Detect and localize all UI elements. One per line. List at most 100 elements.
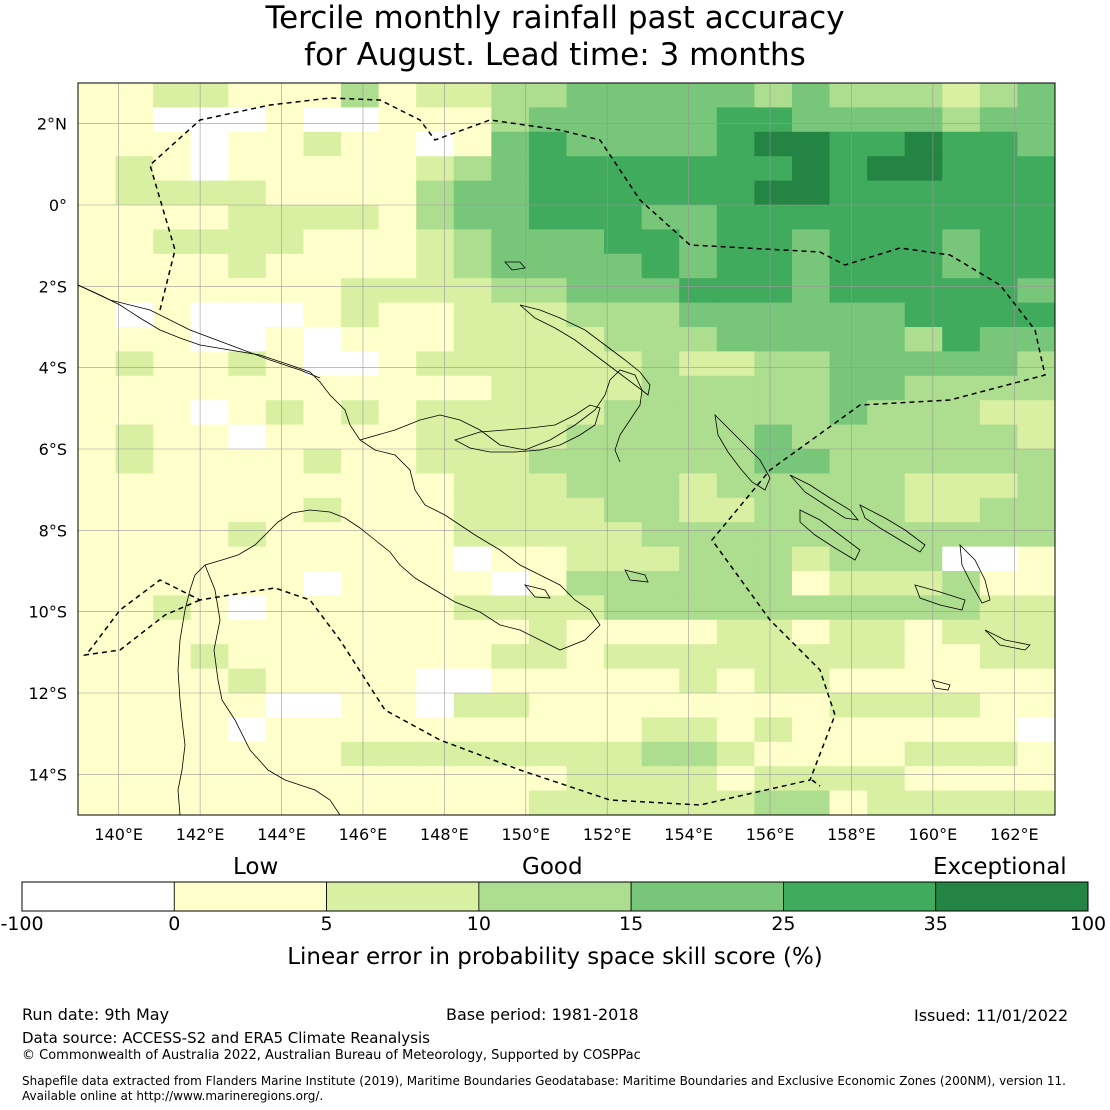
grid-cell — [153, 619, 192, 645]
grid-cell — [303, 107, 342, 133]
grid-cell — [716, 400, 755, 426]
grid-cell — [979, 522, 1019, 548]
grid-cell — [566, 180, 605, 206]
grid-cell — [378, 424, 417, 450]
grid-cell — [153, 546, 192, 572]
grid-cell — [716, 571, 755, 596]
data-source: Data source: ACCESS-S2 and ERA5 Climate … — [22, 1029, 430, 1047]
grid-cell — [791, 449, 831, 474]
grid-cell — [265, 107, 305, 133]
latitude-tick-label: 8°S — [39, 521, 67, 540]
grid-cell — [979, 424, 1019, 450]
grid-cell — [604, 180, 643, 206]
grid-cell — [641, 83, 680, 108]
new-guinea-south-coast — [78, 284, 601, 815]
grid-cell — [1017, 766, 1055, 792]
grid-cell — [303, 766, 342, 792]
grid-cell — [641, 131, 680, 157]
grid-cell — [528, 351, 568, 377]
colorbar-segment — [935, 881, 1089, 912]
grid-cell — [378, 571, 417, 596]
grid-cell — [115, 497, 154, 523]
grid-cell — [153, 766, 192, 792]
grid-cell — [378, 400, 417, 426]
colorbar-tick-label: 35 — [923, 913, 948, 935]
grid-cell — [867, 449, 906, 474]
grid-cell — [754, 424, 793, 450]
grid-cell — [867, 546, 906, 572]
latitude-tick-label: 0° — [49, 196, 67, 215]
grid-cell — [416, 107, 455, 133]
colorbar-segment — [173, 881, 327, 912]
grid-cell — [378, 668, 417, 694]
shapefile-credit-line-1: Shapefile data extracted from Flanders M… — [22, 1074, 1066, 1088]
grid-cell — [566, 131, 605, 157]
grid-cell — [829, 644, 868, 670]
grid-cell — [716, 131, 755, 157]
grid-cell — [78, 546, 117, 572]
grid-cell — [78, 205, 117, 230]
colorbar-tick-label: 25 — [771, 913, 796, 935]
grid-cell — [942, 741, 981, 767]
bougainville-coast — [714, 413, 771, 491]
grid-cell — [416, 619, 455, 645]
grid-cell — [153, 449, 192, 474]
grid-cell — [716, 375, 755, 401]
grid-cell — [78, 595, 117, 621]
grid-cell — [754, 741, 793, 767]
grid-cell — [604, 302, 643, 328]
grid-cell — [791, 595, 831, 621]
grid-cell — [416, 400, 455, 426]
grid-cell — [528, 546, 568, 572]
grid-cell — [115, 522, 154, 548]
manus-coast — [504, 261, 526, 271]
grid-cell — [115, 449, 154, 474]
grid-cell — [679, 571, 718, 596]
grid-cell — [115, 253, 154, 279]
grid-cell — [1017, 790, 1055, 815]
grid-cell — [791, 278, 831, 304]
grid-cell — [641, 741, 680, 767]
grid-cell — [341, 717, 380, 743]
grid-cell — [716, 644, 755, 670]
grid-cell — [1017, 668, 1055, 694]
colorbar-tick-label: 5 — [320, 913, 333, 935]
grid-cell — [829, 766, 868, 792]
grid-cell — [904, 424, 943, 450]
grid-cell — [528, 571, 568, 596]
grid-cell — [754, 497, 793, 523]
grid-cell — [979, 619, 1019, 645]
grid-cell — [904, 229, 943, 255]
grid-cell — [453, 156, 492, 182]
grid-cell — [791, 522, 831, 548]
grid-cell — [153, 790, 192, 815]
grid-cell — [491, 449, 530, 474]
grid-cell — [491, 327, 530, 352]
grid-cell — [228, 205, 267, 230]
grid-cell — [679, 668, 718, 694]
grid-cell — [378, 375, 417, 401]
grid-cell — [303, 400, 342, 426]
grid-cell — [1017, 253, 1055, 279]
grid-cell — [528, 156, 568, 182]
grid-cell — [791, 253, 831, 279]
grid-cell — [453, 668, 492, 694]
grid-cell — [904, 497, 943, 523]
grid-cell — [791, 424, 831, 450]
grid-cell — [566, 595, 605, 621]
grid-cell — [228, 766, 267, 792]
grid-cell — [153, 83, 192, 108]
grid-cell — [829, 571, 868, 596]
grid-cell — [491, 717, 530, 743]
grid-cell — [190, 351, 229, 377]
grid-cell — [904, 449, 943, 474]
grid-cell — [829, 278, 868, 304]
grid-cell — [78, 400, 117, 426]
grid-cell — [341, 522, 380, 548]
grid-cell — [78, 351, 117, 377]
grid-cell — [528, 522, 568, 548]
grid-cell — [679, 107, 718, 133]
grid-cell — [679, 644, 718, 670]
grid-cell — [1017, 497, 1055, 523]
grid-cell — [153, 424, 192, 450]
